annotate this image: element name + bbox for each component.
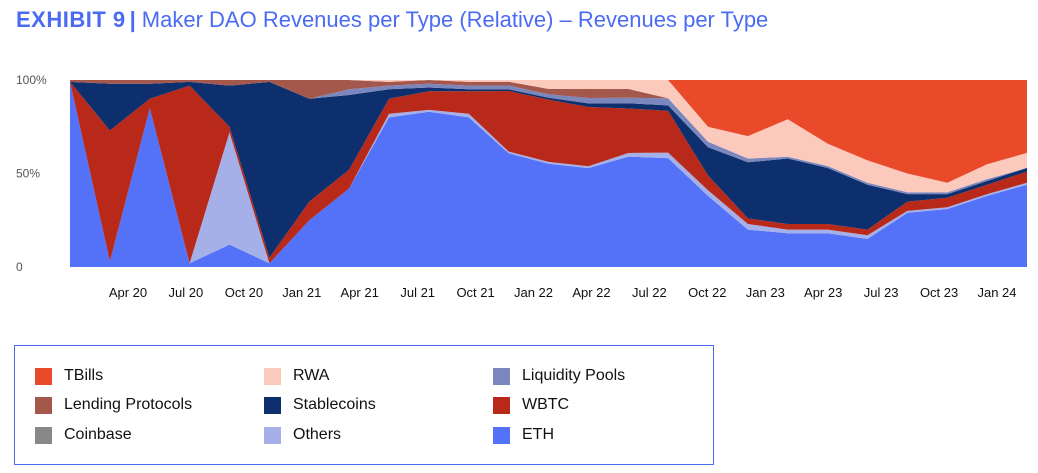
legend-label: WBTC	[522, 396, 570, 413]
x-axis: Apr 20 Jul 20 Oct 20 Jan 21 Apr 21 Jul 21 Oct …	[109, 285, 1017, 300]
x-tick-label: Oct 21	[456, 285, 494, 300]
legend-swatch	[493, 396, 510, 414]
legend-label: RWA	[293, 367, 330, 384]
legend-item-eth: ETH	[493, 426, 554, 444]
area-rwa	[70, 80, 1027, 193]
area-eth	[70, 81, 1027, 268]
legend-swatch	[264, 426, 281, 444]
y-axis: 0 50% 100%	[16, 73, 47, 274]
legend-label: Stablecoins	[293, 396, 376, 413]
area-stablecoins	[70, 81, 1027, 258]
x-tick-label: Oct 23	[920, 285, 958, 300]
x-tick-label: Apr 21	[341, 285, 379, 300]
legend-item-stablecoins: Stablecoins	[264, 396, 376, 414]
legend-swatch	[264, 367, 281, 385]
legend-swatch	[264, 396, 281, 414]
x-tick-label: Apr 22	[572, 285, 610, 300]
legend-swatch	[493, 426, 510, 444]
x-tick-label: Jan 23	[746, 285, 785, 300]
legend-item-rwa: RWA	[264, 367, 329, 385]
exhibit-label: EXHIBIT 9	[16, 7, 126, 32]
legend-swatch	[493, 367, 510, 385]
legend-item-wbtc: WBTC	[493, 396, 569, 414]
legend-swatch	[35, 367, 52, 385]
chart-title: EXHIBIT 9 | Maker DAO Revenues per Type (R…	[16, 7, 768, 33]
x-tick-label: Oct 22	[688, 285, 726, 300]
legend-item-liquidity-pools: Liquidity Pools	[493, 367, 625, 385]
legend-item-lending-protocols: Lending Protocols	[35, 396, 192, 414]
legend-label: TBills	[64, 367, 104, 384]
y-tick-label: 0	[16, 260, 23, 274]
x-tick-label: Apr 23	[804, 285, 842, 300]
x-tick-label: Apr 20	[109, 285, 147, 300]
legend-swatch	[35, 426, 52, 444]
legend-swatch	[35, 396, 52, 414]
area-wbtc	[70, 81, 1027, 264]
legend-item-others: Others	[264, 426, 341, 444]
x-tick-label: Jul 21	[400, 285, 435, 300]
title-text: Maker DAO Revenues per Type (Relative) –…	[141, 7, 769, 32]
legend-label: Others	[293, 426, 342, 443]
stacked-area-chart: 0 50% 100% Apr 20 Jul 20 Oct 20 Jan 21 Apr 21 J…	[16, 73, 1027, 300]
legend: TBills RWA Liquidity Pools Lending Protocol…	[14, 345, 714, 465]
y-tick-label: 50%	[16, 167, 40, 181]
legend-label: ETH	[522, 426, 554, 443]
x-tick-label: Jan 22	[514, 285, 553, 300]
x-tick-label: Jul 22	[632, 285, 667, 300]
y-tick-label: 100%	[16, 73, 47, 87]
plot-areas	[70, 80, 1027, 268]
legend-item-coinbase: Coinbase	[35, 426, 132, 444]
area-tbills	[70, 80, 1027, 183]
legend-label: Coinbase	[64, 426, 132, 443]
x-tick-label: Jul 20	[169, 285, 204, 300]
legend-label: Lending Protocols	[64, 396, 193, 413]
x-tick-label: Jan 24	[977, 285, 1016, 300]
x-tick-label: Oct 20	[225, 285, 263, 300]
legend-label: Liquidity Pools	[522, 367, 626, 384]
legend-item-tbills: TBills	[35, 367, 103, 385]
x-tick-label: Jul 23	[864, 285, 899, 300]
x-tick-label: Jan 21	[282, 285, 321, 300]
title-separator: |	[129, 7, 136, 32]
